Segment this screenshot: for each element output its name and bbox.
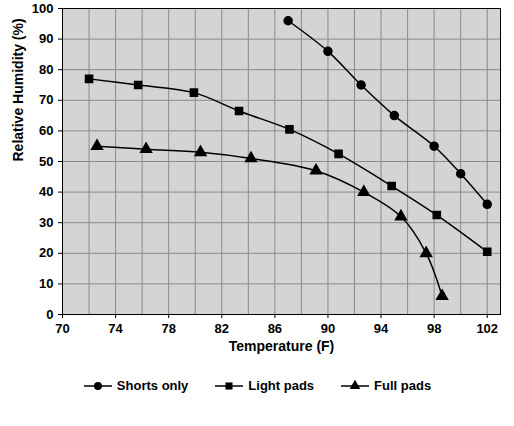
svg-text:78: 78	[161, 321, 175, 336]
svg-text:86: 86	[268, 321, 282, 336]
html-text:Light pads: Light pads	[248, 378, 315, 393]
svg-text:70: 70	[55, 321, 69, 336]
svg-text:90: 90	[321, 321, 335, 336]
svg-text:30: 30	[39, 215, 53, 230]
svg-text:94: 94	[374, 321, 389, 336]
svg-text:20: 20	[39, 245, 53, 260]
svg-text:Temperature (F): Temperature (F)	[229, 338, 335, 354]
svg-text:40: 40	[39, 184, 53, 199]
svg-text:102: 102	[476, 321, 498, 336]
svg-text:10: 10	[39, 276, 53, 291]
html-text:Full pads: Full pads	[374, 378, 432, 393]
svg-text:60: 60	[39, 123, 53, 138]
svg-text:Relative Humidity (%): Relative Humidity (%)	[10, 18, 26, 161]
svg-text:90: 90	[39, 31, 53, 46]
svg-text:80: 80	[39, 62, 53, 77]
svg-text:0: 0	[46, 307, 53, 322]
svg-text:50: 50	[39, 154, 53, 169]
svg-text:70: 70	[39, 92, 53, 107]
svg-text:100: 100	[32, 1, 54, 16]
svg-text:82: 82	[215, 321, 229, 336]
svg-text:98: 98	[427, 321, 441, 336]
html-text:Shorts only: Shorts only	[116, 378, 189, 393]
svg-text:74: 74	[108, 321, 123, 336]
